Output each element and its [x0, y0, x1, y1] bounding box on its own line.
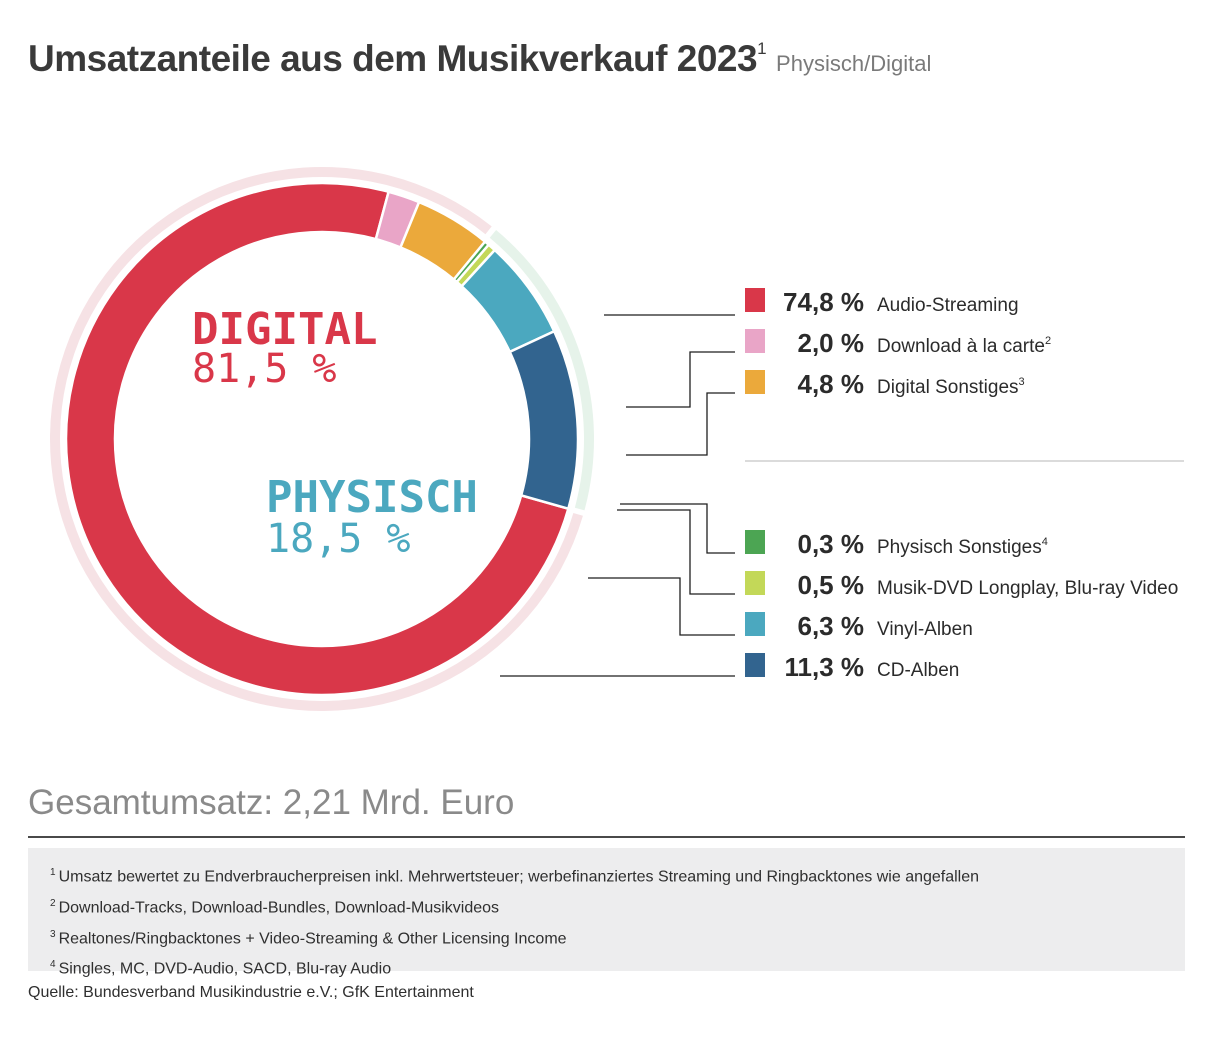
divider-rule — [28, 836, 1185, 838]
legend: 74,8 % Audio-Streaming 2,0 % Download à la … — [745, 287, 1178, 682]
footnote-3: 3 Realtones/Ringbacktones + Video-Streami… — [50, 928, 567, 947]
group-label-physisch: PHYSISCH 18,5 % — [266, 472, 478, 562]
group-label-digital: DIGITAL 81,5 % — [192, 304, 377, 392]
slice-audio-streaming — [64, 181, 570, 697]
legend-label-cd-alben: CD-Alben — [877, 660, 959, 681]
legend-value-digital-sonstiges: 4,8 % — [798, 369, 865, 399]
leader-line-download-la-carte — [626, 351, 735, 408]
legend-swatch-cd-alben — [745, 653, 765, 677]
footnote-1: 1 Umsatz bewertet zu Endverbraucherpreise… — [50, 867, 980, 886]
title-main: Umsatzanteile aus dem Musikverkauf 2023 — [28, 38, 758, 79]
legend-label-vinyl-alben: Vinyl-Alben — [877, 619, 973, 640]
legend-swatch-physisch-sonstiges — [745, 530, 765, 554]
group-name-physisch: PHYSISCH — [266, 472, 478, 523]
chart-subtitle: Physisch/Digital — [776, 51, 932, 76]
leader-line-physisch-sonstiges — [620, 503, 735, 554]
ring-physisch — [489, 230, 595, 511]
group-outer-ring — [49, 166, 595, 711]
title-footnote-mark: 1 — [757, 38, 767, 58]
leader-lines — [500, 314, 735, 677]
legend-value-download-la-carte: 2,0 % — [798, 328, 865, 358]
legend-value-cd-alben: 11,3 % — [784, 652, 864, 682]
leader-line-musik-dvd-longplay-blu-ray-video — [617, 509, 735, 595]
leader-line-digital-sonstiges — [626, 392, 735, 456]
legend-value-vinyl-alben: 6,3 % — [798, 611, 865, 641]
chart-title: Umsatzanteile aus dem Musikverkauf 20231… — [28, 38, 931, 80]
footnote-4: 4 Singles, MC, DVD-Audio, SACD, Blu-ray A… — [50, 959, 392, 978]
legend-label-digital-sonstiges: Digital Sonstiges3 — [877, 376, 1025, 398]
leader-line-vinyl-alben — [588, 577, 735, 636]
legend-swatch-musik-dvd-longplay-blu-ray-video — [745, 571, 765, 595]
slice-cd-alben — [508, 329, 580, 511]
total-revenue: Gesamtumsatz: 2,21 Mrd. Euro — [28, 783, 515, 822]
group-value-digital: 81,5 % — [192, 346, 337, 392]
donut-chart: 74,8 % Audio-Streaming 2,0 % Download à la … — [49, 166, 1184, 711]
legend-swatch-audio-streaming — [745, 288, 765, 312]
legend-label-musik-dvd-longplay-blu-ray-video: Musik-DVD Longplay, Blu-ray Video — [877, 578, 1178, 599]
donut-slices — [64, 181, 580, 697]
legend-value-audio-streaming: 74,8 % — [783, 287, 864, 317]
footnotes-box: 1 Umsatz bewertet zu Endverbraucherpreise… — [28, 848, 1185, 978]
source-note: Quelle: Bundesverband Musikindustrie e.V… — [28, 984, 474, 1001]
group-value-physisch: 18,5 % — [266, 516, 411, 562]
legend-label-audio-streaming: Audio-Streaming — [877, 295, 1019, 316]
legend-value-musik-dvd-longplay-blu-ray-video: 0,5 % — [798, 570, 865, 600]
group-name-digital: DIGITAL — [192, 304, 377, 355]
footnote-2: 2 Download-Tracks, Download-Bundles, Down… — [50, 897, 500, 917]
legend-swatch-download-la-carte — [745, 329, 765, 353]
legend-label-download-la-carte: Download à la carte2 — [877, 335, 1051, 357]
legend-swatch-digital-sonstiges — [745, 370, 765, 394]
legend-value-physisch-sonstiges: 0,3 % — [798, 529, 865, 559]
legend-label-physisch-sonstiges: Physisch Sonstiges4 — [877, 536, 1048, 558]
legend-swatch-vinyl-alben — [745, 612, 765, 636]
